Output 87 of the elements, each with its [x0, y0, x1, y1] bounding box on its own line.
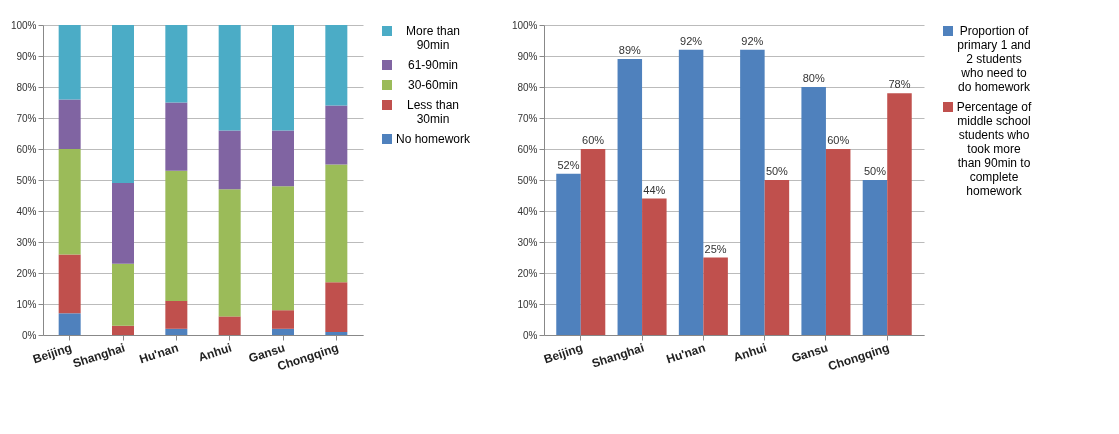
legend-label: 30-60min	[407, 78, 459, 92]
bar	[325, 282, 348, 332]
bar	[862, 180, 888, 335]
data-label: 50%	[863, 165, 887, 177]
y-tick-label: 30%	[16, 236, 37, 248]
bar	[272, 186, 294, 311]
bar	[764, 180, 790, 335]
y-tick-label: 10%	[517, 298, 538, 310]
y-tick-label: 70%	[16, 112, 37, 124]
y-tick-label: 0%	[523, 329, 538, 341]
bar	[887, 93, 912, 335]
x-tick-label: Beijing	[30, 340, 74, 367]
bar	[556, 173, 581, 335]
data-label: 92%	[741, 34, 764, 47]
bar	[580, 149, 606, 335]
bar	[801, 87, 826, 335]
bar	[325, 25, 348, 106]
y-tick-label: 80%	[517, 81, 538, 93]
bar	[218, 316, 241, 335]
legend-label: 61-90min	[407, 58, 459, 72]
y-tick-label: 100%	[10, 19, 37, 31]
y-tick-label: 0%	[22, 329, 37, 341]
data-label: 60%	[827, 134, 850, 146]
y-tick-label: 40%	[16, 205, 37, 217]
x-tick-label: Anhui	[196, 340, 234, 365]
bar	[272, 130, 294, 187]
y-tick-label: 60%	[517, 143, 538, 155]
legend-label: Percentage of middle school students who took more than 90min to complete homework	[956, 100, 1033, 198]
bar	[218, 25, 241, 131]
bar	[165, 170, 188, 301]
legend-label: More than 90min	[405, 24, 461, 52]
x-tick-label: Anhui	[731, 340, 769, 365]
bar	[58, 25, 81, 100]
bar	[325, 105, 348, 165]
bar	[165, 25, 188, 103]
y-tick-label: 50%	[517, 174, 538, 186]
x-tick-label: Hu'nan	[137, 340, 181, 367]
bar	[740, 49, 765, 335]
y-tick-label: 20%	[16, 267, 37, 279]
bar	[678, 49, 704, 335]
bar	[272, 328, 294, 335]
legend-label: Less than 30min	[406, 98, 460, 126]
data-label: 60%	[582, 134, 605, 146]
bar	[218, 130, 241, 190]
data-label: 44%	[643, 183, 666, 196]
bar	[58, 149, 81, 255]
legend-label: No homework	[395, 132, 472, 146]
legend-label: Proportion of primary 1 and 2 students who need to do homework	[957, 24, 1032, 94]
y-tick-label: 90%	[16, 50, 37, 62]
bar	[112, 25, 134, 184]
y-tick-label: 100%	[511, 19, 538, 31]
bar	[165, 328, 188, 335]
bar	[165, 102, 188, 171]
y-tick-label: 10%	[16, 298, 37, 310]
data-label: 80%	[802, 72, 825, 84]
bar	[165, 300, 188, 329]
y-tick-label: 40%	[517, 205, 538, 217]
y-tick-label: 80%	[16, 81, 37, 93]
data-label: 89%	[618, 44, 642, 57]
bar	[272, 310, 294, 329]
bar	[218, 189, 241, 317]
data-label: 50%	[765, 165, 789, 177]
bar	[112, 183, 134, 264]
bar	[325, 331, 348, 335]
bar	[642, 198, 667, 335]
data-label: 78%	[888, 78, 911, 91]
y-tick-label: 60%	[16, 143, 37, 155]
x-tick-label: Beijing	[542, 340, 585, 367]
bar	[58, 254, 81, 314]
bar	[58, 313, 81, 335]
data-label: 52%	[557, 158, 580, 171]
y-tick-label: 50%	[16, 174, 37, 186]
y-tick-label: 70%	[517, 112, 538, 124]
data-label: 25%	[704, 242, 727, 255]
bar	[617, 59, 643, 335]
x-tick-label: Hu'nan	[664, 340, 708, 367]
y-tick-label: 90%	[517, 50, 538, 62]
data-label: 92%	[680, 34, 703, 47]
bar	[825, 149, 851, 335]
bar	[325, 164, 348, 283]
bar	[703, 257, 728, 335]
y-tick-label: 20%	[517, 267, 538, 279]
bar	[112, 263, 134, 326]
bar	[112, 325, 134, 335]
bar	[272, 25, 294, 131]
bar	[58, 99, 81, 149]
y-tick-label: 30%	[517, 236, 538, 248]
